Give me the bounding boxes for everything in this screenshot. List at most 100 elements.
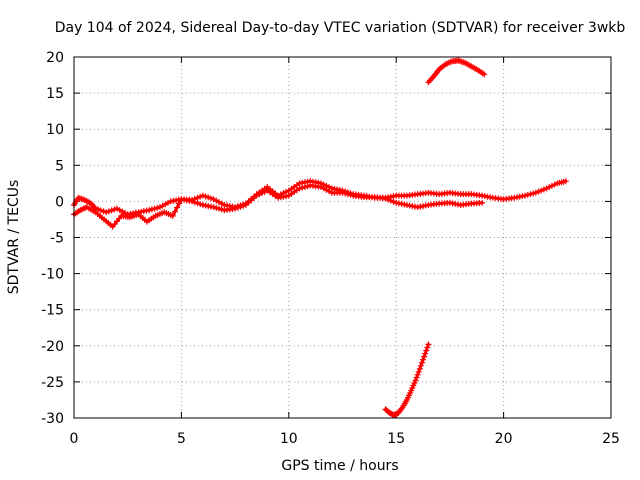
chart-title: Day 104 of 2024, Sidereal Day-to-day VTE…: [55, 20, 626, 36]
data-point: [304, 183, 311, 190]
data-point: [151, 205, 158, 212]
data-point: [215, 205, 222, 212]
data-point: [199, 192, 206, 199]
x-tick-label: 20: [495, 431, 513, 447]
data-point: [232, 205, 239, 212]
data-point: [202, 193, 209, 200]
series-upper-arc: [425, 57, 488, 86]
x-tick-label: 25: [602, 431, 620, 447]
data-point: [524, 191, 531, 198]
data-point: [237, 203, 244, 210]
data-point: [261, 188, 268, 195]
data-point: [146, 207, 153, 214]
data-point: [548, 182, 555, 189]
y-tick-label: 10: [46, 122, 64, 138]
tick-labels: 0 5 10 15 20 25 -30 -25 -20 -15 -10 -5 0 5 10 15 20: [41, 50, 620, 447]
data-point: [207, 195, 214, 202]
data-point: [535, 188, 542, 195]
data-point: [425, 341, 432, 348]
data-point: [540, 186, 547, 193]
data-point: [234, 204, 241, 211]
data-point: [296, 185, 303, 192]
data-point: [479, 199, 486, 206]
data-point: [390, 198, 397, 205]
data-point: [299, 184, 306, 191]
data-point: [103, 209, 110, 216]
data-point: [213, 204, 220, 211]
data-point: [194, 200, 201, 207]
data-point: [530, 190, 537, 197]
data-point: [527, 191, 534, 198]
data-point: [385, 196, 392, 203]
data-point: [105, 208, 112, 215]
data-point: [194, 194, 201, 201]
series-main-band-a: [71, 178, 569, 218]
y-tick-label: -25: [41, 375, 64, 391]
data-point: [546, 184, 553, 191]
data-point: [532, 189, 539, 196]
data-point: [97, 207, 104, 214]
data-point: [339, 189, 346, 196]
data-point: [543, 185, 550, 192]
data-point: [417, 362, 424, 369]
data-point: [154, 204, 161, 211]
data-point: [347, 191, 354, 198]
data-point: [418, 359, 425, 366]
y-tick-label: -30: [41, 411, 64, 427]
data-point: [551, 181, 558, 188]
y-tick-label: -20: [41, 339, 64, 355]
y-tick-label: 15: [46, 86, 64, 102]
x-tick-label: 15: [387, 431, 405, 447]
data-point: [169, 212, 176, 219]
data-point: [108, 207, 115, 214]
grid-lines: [74, 57, 611, 418]
data-point: [197, 201, 204, 208]
data-point: [421, 353, 428, 360]
data-point: [522, 192, 529, 199]
data-point: [420, 356, 427, 363]
data-point: [210, 204, 217, 211]
plot-frame: [73, 56, 612, 419]
y-tick-label: 0: [55, 194, 64, 210]
data-point: [240, 202, 247, 209]
data-point: [100, 208, 107, 215]
data-point: [412, 377, 419, 384]
data-point: [481, 71, 488, 78]
y-tick-label: -10: [41, 267, 64, 283]
data-point: [344, 191, 351, 198]
data-point: [174, 204, 181, 211]
data-points: [71, 57, 569, 419]
data-point: [191, 199, 198, 206]
data-point: [253, 192, 260, 199]
data-point: [148, 206, 155, 213]
data-point: [256, 191, 263, 198]
data-point: [423, 347, 430, 354]
data-point: [416, 365, 423, 372]
data-point: [171, 208, 178, 215]
series-main-band-b: [71, 182, 486, 230]
data-point: [111, 206, 118, 213]
y-tick-label: 20: [46, 50, 64, 66]
data-point: [382, 195, 389, 202]
data-point: [205, 194, 212, 201]
x-tick-label: 5: [177, 431, 186, 447]
data-point: [197, 193, 204, 200]
data-point: [414, 371, 421, 378]
data-point: [91, 204, 98, 211]
data-point: [176, 200, 183, 207]
data-point: [301, 183, 308, 190]
data-point: [415, 368, 422, 375]
y-tick-label: -15: [41, 303, 64, 319]
data-point: [342, 190, 349, 197]
y-tick-label: -5: [50, 231, 64, 247]
x-tick-label: 0: [70, 431, 79, 447]
data-point: [424, 344, 431, 351]
x-axis-label: GPS time / hours: [281, 458, 398, 474]
y-tick-label: 5: [55, 158, 64, 174]
data-point: [387, 197, 394, 204]
data-point: [189, 198, 196, 205]
data-point: [562, 178, 569, 185]
data-point: [422, 350, 429, 357]
series-line: [384, 342, 430, 417]
